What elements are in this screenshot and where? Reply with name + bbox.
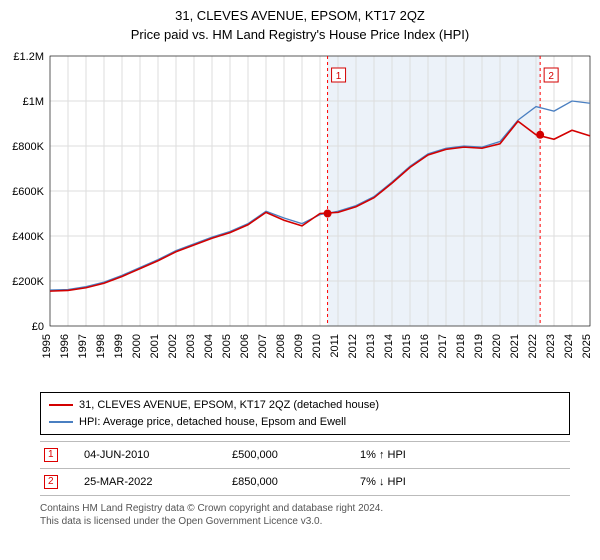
svg-text:2017: 2017 (437, 334, 449, 358)
svg-text:2022: 2022 (527, 334, 539, 358)
price-cell: £500,000 (228, 442, 356, 469)
svg-text:1997: 1997 (77, 334, 89, 358)
svg-text:2011: 2011 (329, 334, 341, 358)
svg-text:2023: 2023 (545, 334, 557, 358)
svg-text:2003: 2003 (185, 334, 197, 358)
legend-label: HPI: Average price, detached house, Epso… (79, 414, 346, 431)
chart-subtitle: Price paid vs. HM Land Registry's House … (0, 23, 600, 46)
svg-text:2015: 2015 (401, 334, 413, 358)
svg-text:2019: 2019 (473, 334, 485, 358)
svg-text:1995: 1995 (41, 334, 53, 358)
svg-text:2006: 2006 (239, 334, 251, 358)
svg-text:1: 1 (336, 71, 342, 82)
delta-cell: 7% ↓ HPI (356, 469, 570, 496)
delta-cell: 1% ↑ HPI (356, 442, 570, 469)
svg-text:£200K: £200K (12, 276, 44, 288)
table-row: 1 04-JUN-2010£500,0001% ↑ HPI (40, 442, 570, 469)
svg-text:2000: 2000 (131, 334, 143, 358)
chart-title: 31, CLEVES AVENUE, EPSOM, KT17 2QZ (0, 0, 600, 23)
footer-line-1: Contains HM Land Registry data © Crown c… (40, 502, 570, 515)
legend-item: HPI: Average price, detached house, Epso… (49, 414, 561, 431)
legend-swatch (49, 404, 73, 406)
svg-text:2018: 2018 (455, 334, 467, 358)
svg-text:£1.2M: £1.2M (13, 51, 44, 63)
date-cell: 25-MAR-2022 (80, 469, 228, 496)
svg-text:£0: £0 (32, 321, 44, 333)
marker-cell: 1 (40, 442, 80, 469)
svg-text:2014: 2014 (383, 334, 395, 358)
svg-text:£800K: £800K (12, 141, 44, 153)
svg-text:2012: 2012 (347, 334, 359, 358)
svg-text:2013: 2013 (365, 334, 377, 358)
svg-text:2010: 2010 (311, 334, 323, 358)
svg-text:2020: 2020 (491, 334, 503, 358)
svg-text:2007: 2007 (257, 334, 269, 358)
svg-text:2004: 2004 (203, 334, 215, 358)
transactions-table: 1 04-JUN-2010£500,0001% ↑ HPI 2 25-MAR-2022… (40, 441, 570, 496)
svg-text:1998: 1998 (95, 334, 107, 358)
svg-text:2: 2 (548, 71, 554, 82)
svg-text:2005: 2005 (221, 334, 233, 358)
legend-swatch (49, 421, 73, 423)
svg-text:2008: 2008 (275, 334, 287, 358)
line-chart: £0 £200K £400K £600K £800K £1M £1.2M 1995 1996 19… (0, 46, 600, 386)
svg-text:2025: 2025 (581, 334, 593, 358)
marker-badge: 2 (44, 475, 58, 489)
svg-text:2016: 2016 (419, 334, 431, 358)
chart-area: £0 £200K £400K £600K £800K £1M £1.2M 1995 1996 19… (0, 46, 600, 386)
svg-text:2002: 2002 (167, 334, 179, 358)
table-row: 2 25-MAR-2022£850,0007% ↓ HPI (40, 469, 570, 496)
svg-text:2001: 2001 (149, 334, 161, 358)
date-cell: 04-JUN-2010 (80, 442, 228, 469)
svg-text:£1M: £1M (23, 96, 44, 108)
svg-text:£400K: £400K (12, 231, 44, 243)
svg-text:£600K: £600K (12, 186, 44, 198)
svg-text:2021: 2021 (509, 334, 521, 358)
price-cell: £850,000 (228, 469, 356, 496)
svg-text:1996: 1996 (59, 334, 71, 358)
marker-cell: 2 (40, 469, 80, 496)
footer-attribution: Contains HM Land Registry data © Crown c… (40, 502, 570, 528)
svg-text:2009: 2009 (293, 334, 305, 358)
svg-text:1999: 1999 (113, 334, 125, 358)
legend: 31, CLEVES AVENUE, EPSOM, KT17 2QZ (deta… (40, 392, 570, 435)
legend-label: 31, CLEVES AVENUE, EPSOM, KT17 2QZ (deta… (79, 397, 379, 414)
marker-badge: 1 (44, 448, 58, 462)
footer-line-2: This data is licensed under the Open Gov… (40, 515, 570, 528)
legend-item: 31, CLEVES AVENUE, EPSOM, KT17 2QZ (deta… (49, 397, 561, 414)
svg-text:2024: 2024 (563, 334, 575, 358)
